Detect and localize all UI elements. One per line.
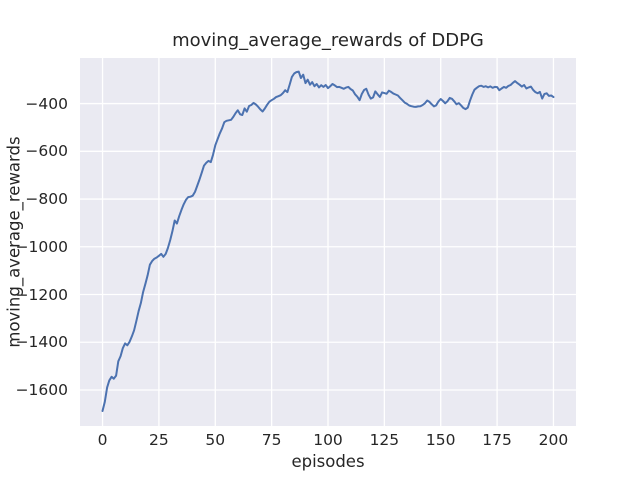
chart-title: moving_average_rewards of DDPG [172, 30, 484, 51]
x-tick-label: 125 [369, 431, 400, 449]
x-tick-label: 50 [205, 431, 226, 449]
y-tick-label: −1200 [15, 285, 68, 304]
reward-line [101, 70, 555, 412]
gridlines [80, 58, 576, 426]
y-tick-label: −600 [25, 142, 68, 161]
x-tick-label: 175 [482, 431, 512, 449]
data-series [101, 70, 555, 412]
x-tick-label: 25 [149, 431, 169, 449]
y-tick-label: −800 [25, 190, 68, 209]
x-tick-label: 150 [425, 431, 456, 449]
x-tick-label: 0 [97, 431, 108, 449]
x-axis-label: episodes [291, 452, 365, 471]
y-tick-label: −1400 [15, 333, 68, 352]
y-tick-label: −1000 [15, 237, 68, 256]
y-tick-label: −1600 [15, 380, 68, 399]
x-tick-label: 200 [538, 431, 569, 449]
x-tick-label: 100 [313, 431, 343, 449]
y-tick-label: −400 [25, 94, 68, 113]
x-tick-label: 75 [261, 431, 282, 449]
